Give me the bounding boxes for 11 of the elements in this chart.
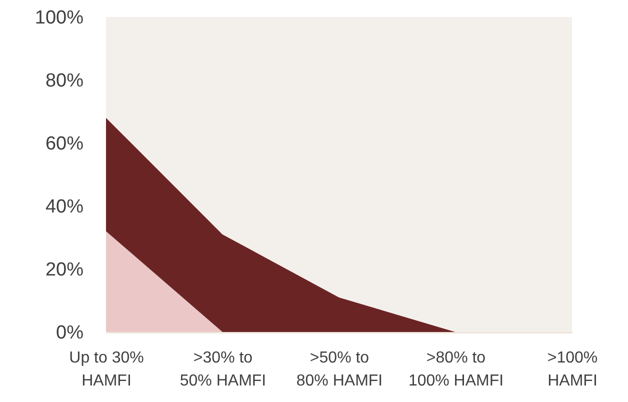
- x-tick-label: >30% to 50% HAMFI: [180, 350, 266, 390]
- y-tick-label: 80%: [45, 70, 84, 92]
- x-tick-label: >80% to 100% HAMFI: [408, 350, 504, 390]
- x-tick-label: >100% HAMFI: [547, 350, 598, 390]
- y-tick-label: 100%: [34, 8, 84, 28]
- y-tick-label: 0%: [56, 322, 84, 344]
- y-tick-label: 60%: [45, 134, 84, 154]
- y-tick-label: 20%: [45, 260, 84, 280]
- x-tick-label: Up to 30% HAMFI: [69, 350, 144, 390]
- x-tick-label: >50% to 80% HAMFI: [296, 350, 383, 390]
- y-tick-label: 40%: [45, 196, 84, 218]
